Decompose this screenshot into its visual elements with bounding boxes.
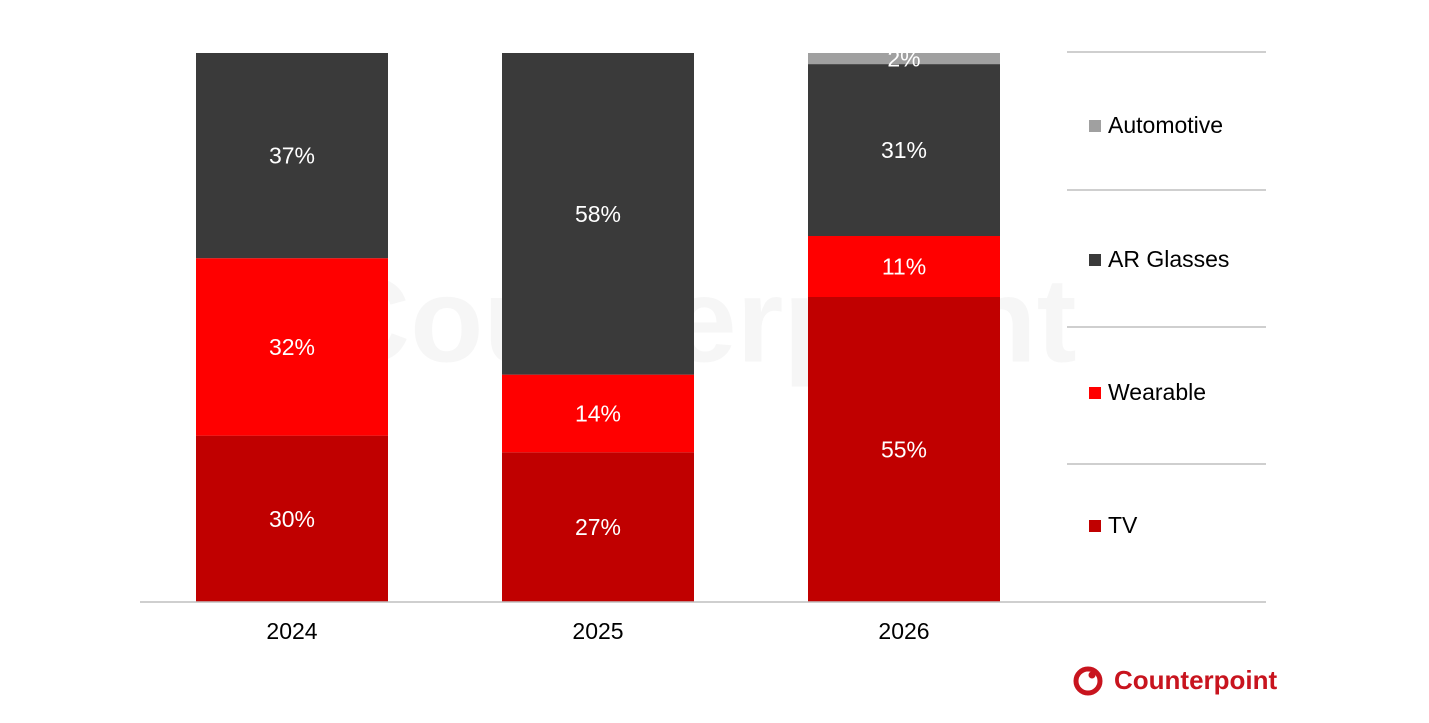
data-label: 37% [269,143,315,169]
bar-segment-ar-glasses-2024 [196,53,388,259]
data-label: 14% [575,401,621,427]
legend-item-ar-glasses: AR Glasses [1108,246,1229,272]
x-axis-ticks: 2024 2025 2026 [266,618,929,644]
bar-segment-wearable-2026 [808,236,1000,297]
legend-item-tv: TV [1108,512,1138,538]
bar-segment-wearable-2024 [196,258,388,436]
data-label: 2% [887,46,920,72]
legend-swatch-icon [1089,254,1101,266]
data-label: 30% [269,506,315,532]
bar-segment-tv-2025 [502,452,694,602]
logo-mark-icon [1073,666,1103,696]
bar-segment-tv-2026 [808,297,1000,602]
x-tick-label: 2024 [266,618,317,644]
logo-dot-icon [1088,671,1096,679]
bars-group: 30% 32% 37% 27% 14% 58% 55% 11% 31% 2% [196,46,1000,602]
data-label: 58% [575,201,621,227]
data-label: 11% [882,254,926,280]
data-label: 31% [881,137,927,163]
bar-segment-wearable-2025 [502,374,694,453]
legend-item-automotive: Automotive [1108,112,1223,138]
legend-swatch-icon [1089,120,1101,132]
x-tick-label: 2025 [572,618,623,644]
logo-text: Counterpoint [1114,665,1278,695]
bar-segment-ar-glasses-2025 [502,53,694,375]
legend-item-wearable: Wearable [1108,379,1206,405]
x-tick-label: 2026 [878,618,929,644]
bar-segment-ar-glasses-2026 [808,64,1000,236]
legend-swatch-icon [1089,387,1101,399]
data-label: 27% [575,514,621,540]
bar-segment-tv-2024 [196,435,388,602]
legend-swatch-icon [1089,520,1101,532]
legend: Automotive AR Glasses Wearable TV [1067,51,1266,538]
counterpoint-logo: Counterpoint [1073,665,1278,696]
data-label: 55% [881,437,927,463]
bar-segment-automotive-2026 [808,53,1000,65]
data-label: 32% [269,334,315,360]
